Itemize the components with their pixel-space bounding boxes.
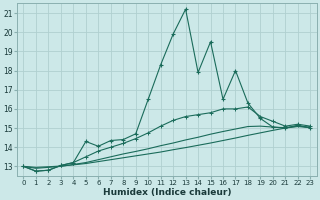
X-axis label: Humidex (Indice chaleur): Humidex (Indice chaleur) <box>103 188 231 197</box>
